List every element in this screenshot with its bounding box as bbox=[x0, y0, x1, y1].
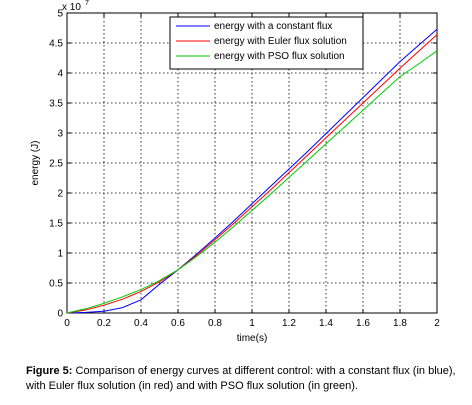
series-line-0 bbox=[66, 28, 438, 314]
series-line-1 bbox=[66, 34, 438, 314]
x-tick-label: 1.6 bbox=[356, 318, 370, 329]
y-tick-label: 2.5 bbox=[49, 159, 63, 170]
legend-label-0: energy with a constant flux bbox=[214, 21, 332, 32]
y-exponent-label: x 10 bbox=[62, 2, 81, 13]
y-tick-label: 4.5 bbox=[49, 39, 63, 50]
y-tick-label: 3.5 bbox=[49, 99, 63, 110]
axis-ticks: 0 0.2 0.4 0.6 0.8 1 1.2 1.4 1.6 1.8 2 0 0.5 1 1.5 2 2.5 3… bbox=[49, 9, 440, 330]
y-tick-label: 5 bbox=[57, 9, 63, 20]
x-tick-label: 0.2 bbox=[97, 318, 111, 329]
x-tick-label: 1.4 bbox=[319, 318, 333, 329]
figure-caption: Figure 5: Comparison of energy curves at… bbox=[26, 364, 456, 394]
x-tick-label: 0.6 bbox=[171, 318, 185, 329]
x-tick-label: 0.4 bbox=[134, 318, 148, 329]
legend-label-1: energy with Euler flux solution bbox=[214, 36, 347, 47]
y-tick-label: 0 bbox=[57, 309, 63, 320]
caption-label: Figure 5: bbox=[26, 365, 73, 377]
series-line-2 bbox=[66, 50, 438, 314]
y-tick-label: 4 bbox=[57, 69, 63, 80]
x-tick-label: 1.8 bbox=[393, 318, 407, 329]
x-tick-label: 1.2 bbox=[282, 318, 296, 329]
series-layer bbox=[66, 28, 438, 314]
y-tick-label: 0.5 bbox=[49, 279, 63, 290]
y-axis-label: energy (J) bbox=[30, 140, 41, 185]
x-tick-label: 2 bbox=[434, 318, 440, 329]
y-tick-label: 3 bbox=[57, 129, 63, 140]
y-exponent-power: 7 bbox=[85, 0, 89, 7]
legend: energy with a constant flux energy with E… bbox=[169, 16, 364, 70]
chart: 0 0.2 0.4 0.6 0.8 1 1.2 1.4 1.6 1.8 2 0 0.5 1 1.5 2 2.5 3… bbox=[30, 0, 440, 344]
x-tick-label: 0.8 bbox=[208, 318, 222, 329]
x-axis-label: time(s) bbox=[237, 333, 268, 344]
y-tick-label: 1 bbox=[57, 249, 63, 260]
caption-text: Comparison of energy curves at different… bbox=[26, 365, 456, 392]
y-tick-label: 2 bbox=[57, 189, 63, 200]
x-tick-label: 1 bbox=[249, 318, 255, 329]
x-tick-label: 0 bbox=[64, 318, 70, 329]
legend-label-2: energy with PSO flux solution bbox=[214, 51, 345, 62]
y-tick-label: 1.5 bbox=[49, 219, 63, 230]
